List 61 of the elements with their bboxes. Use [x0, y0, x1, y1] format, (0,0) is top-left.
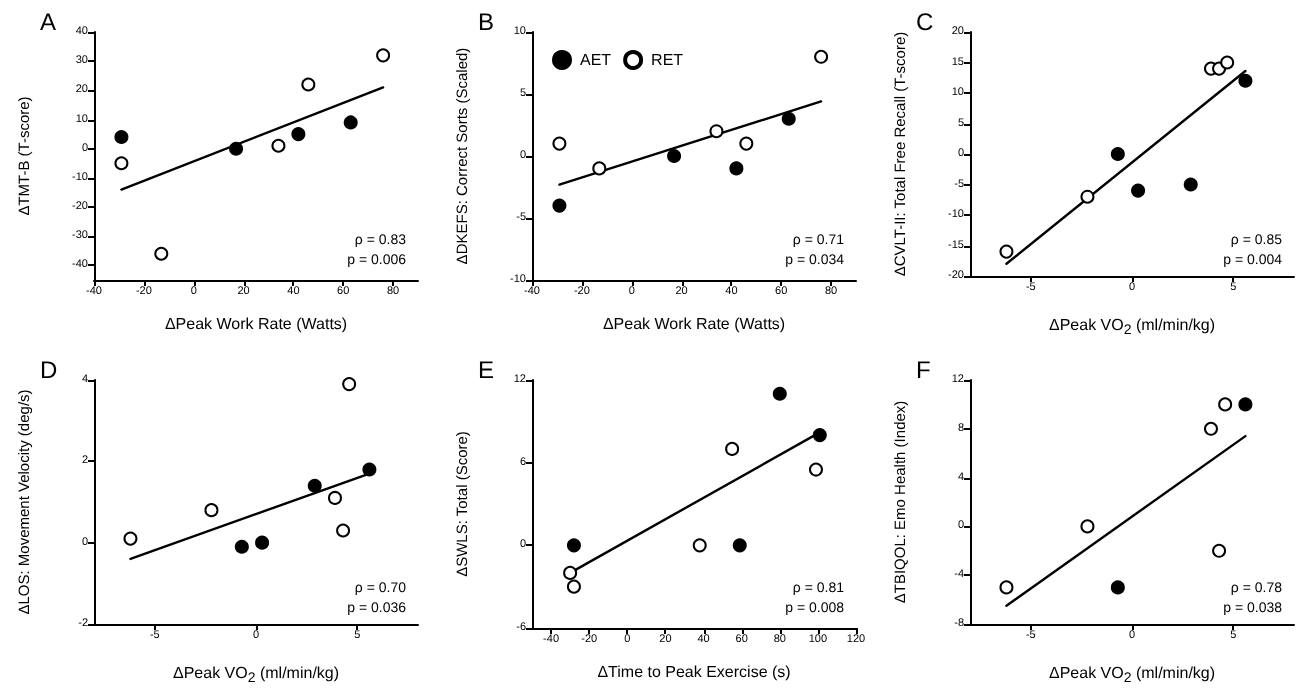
point	[808, 462, 823, 477]
legend-label: RET	[651, 51, 684, 69]
point	[1218, 397, 1233, 412]
point	[692, 538, 707, 553]
point	[772, 386, 787, 401]
point	[301, 77, 316, 92]
chart-title: F	[916, 356, 931, 384]
point	[1080, 189, 1095, 204]
point	[291, 127, 306, 142]
point	[552, 136, 567, 151]
point	[342, 377, 357, 392]
point	[1220, 55, 1235, 70]
point	[336, 523, 351, 538]
point	[1183, 177, 1198, 192]
point	[255, 535, 270, 550]
point	[566, 538, 581, 553]
point	[362, 462, 377, 477]
point	[999, 580, 1014, 595]
chart-title: B	[478, 8, 495, 36]
point	[343, 115, 358, 130]
point	[814, 49, 829, 64]
point	[709, 124, 724, 139]
point	[1238, 73, 1253, 88]
legend-label: AET	[580, 51, 612, 69]
point	[999, 244, 1014, 259]
point	[1212, 543, 1227, 558]
point	[327, 490, 342, 505]
point	[1110, 580, 1125, 595]
point	[1080, 519, 1095, 534]
point	[812, 428, 827, 443]
point	[1203, 421, 1218, 436]
point	[592, 161, 607, 176]
point	[739, 136, 754, 151]
point	[732, 538, 747, 553]
point	[234, 539, 249, 554]
point	[729, 161, 744, 176]
point	[1131, 183, 1146, 198]
point	[1238, 397, 1253, 412]
point	[781, 111, 796, 126]
point	[154, 246, 169, 261]
point	[552, 198, 567, 213]
point	[204, 503, 219, 518]
point	[229, 141, 244, 156]
chart-title: D	[40, 356, 58, 384]
chart-title: C	[916, 8, 934, 36]
point	[725, 441, 740, 456]
x-axis-title: ΔPeak Work Rate (Watts)	[164, 315, 348, 333]
point	[307, 478, 322, 493]
point	[1110, 147, 1125, 161]
chart-title: E	[478, 356, 495, 384]
point	[271, 138, 286, 153]
point	[376, 48, 391, 63]
point	[667, 149, 682, 163]
point	[123, 531, 138, 546]
chart-title: A	[40, 8, 57, 36]
point	[114, 156, 129, 171]
x-axis-title: ΔTime to Peak Exercise (s)	[597, 663, 792, 681]
point	[114, 130, 129, 145]
x-axis-title: ΔPeak Work Rate (Watts)	[602, 315, 786, 333]
point	[566, 579, 581, 594]
point	[563, 565, 578, 580]
